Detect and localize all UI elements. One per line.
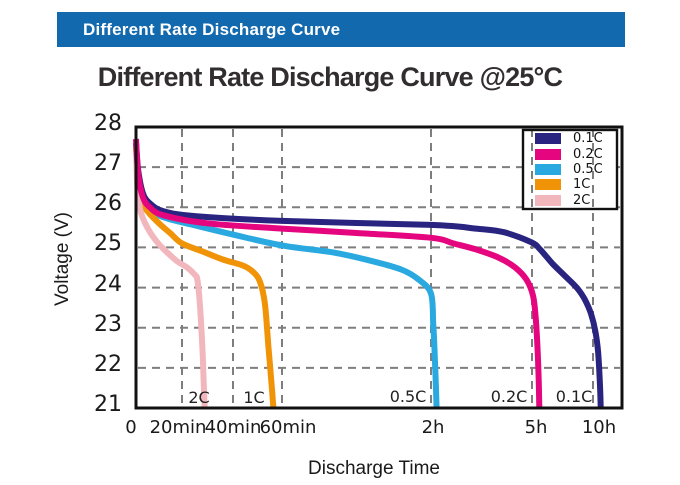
y-tick-label-23: 23 [94,311,122,337]
y-tick-label-28: 28 [94,111,122,136]
curve-0.2C [133,138,543,409]
plot-border [134,125,624,410]
y-axis-title: Voltage (V) [52,212,73,306]
curve-label-0.5C: 0.5C [389,387,427,406]
legend-item-0.5C: 0.5C [535,163,617,176]
y-tick-label-27: 27 [94,151,122,177]
legend-item-0.1C: 0.1C [535,132,617,145]
legend-swatch-1C [535,179,561,191]
legend-swatch-0.2C [535,148,561,160]
legend-item-1C: 1C [535,178,617,191]
legend-swatch-0.1C [535,133,561,145]
legend: 0.1C 0.2C 0.5C 1C 2C [523,130,617,209]
legend-label-0.1C: 0.1C [573,131,603,147]
y-tick-label-22: 22 [94,351,122,377]
curve-0.1C [133,142,604,409]
legend-item-2C: 2C [535,194,617,207]
curve-1C [133,146,277,409]
x-axis-title: Discharge Time [308,458,440,479]
section-header-banner: Different Rate Discharge Curve [57,12,625,47]
banner-title: Different Rate Discharge Curve [83,19,341,39]
curve-label-0.1C: 0.1C [555,387,593,406]
x-tick-label-10h: 10h [581,417,617,438]
x-tick-label-60min: 60min [259,417,317,438]
legend-label-0.2C: 0.2C [573,146,603,162]
y-tick-label-26: 26 [94,191,122,217]
curve-label-2C: 2C [188,388,210,407]
x-tick-label-2h: 2h [421,417,445,438]
y-tick-label-21: 21 [94,392,122,417]
legend-label-1C: 1C [573,177,591,193]
legend-label-2C: 2C [573,192,591,208]
y-tick-label-24: 24 [94,271,122,297]
legend-item-0.2C: 0.2C [535,148,617,161]
x-tick-label-20min: 20min [149,417,207,438]
x-tick-label-0: 0 [125,417,137,438]
curve-2C [133,150,208,409]
chart-title: Different Rate Discharge Curve @25°C [97,62,563,92]
legend-swatch-0.5C [535,163,561,175]
legend-swatch-2C [535,194,561,206]
curve-label-0.2C: 0.2C [490,387,528,406]
x-tick-label-5h: 5h [524,417,548,438]
y-tick-label-25: 25 [94,231,122,257]
curve-label-1C: 1C [243,388,265,407]
legend-label-0.5C: 0.5C [573,161,603,177]
legend-border [521,128,619,211]
x-tick-label-40min: 40min [204,417,262,438]
